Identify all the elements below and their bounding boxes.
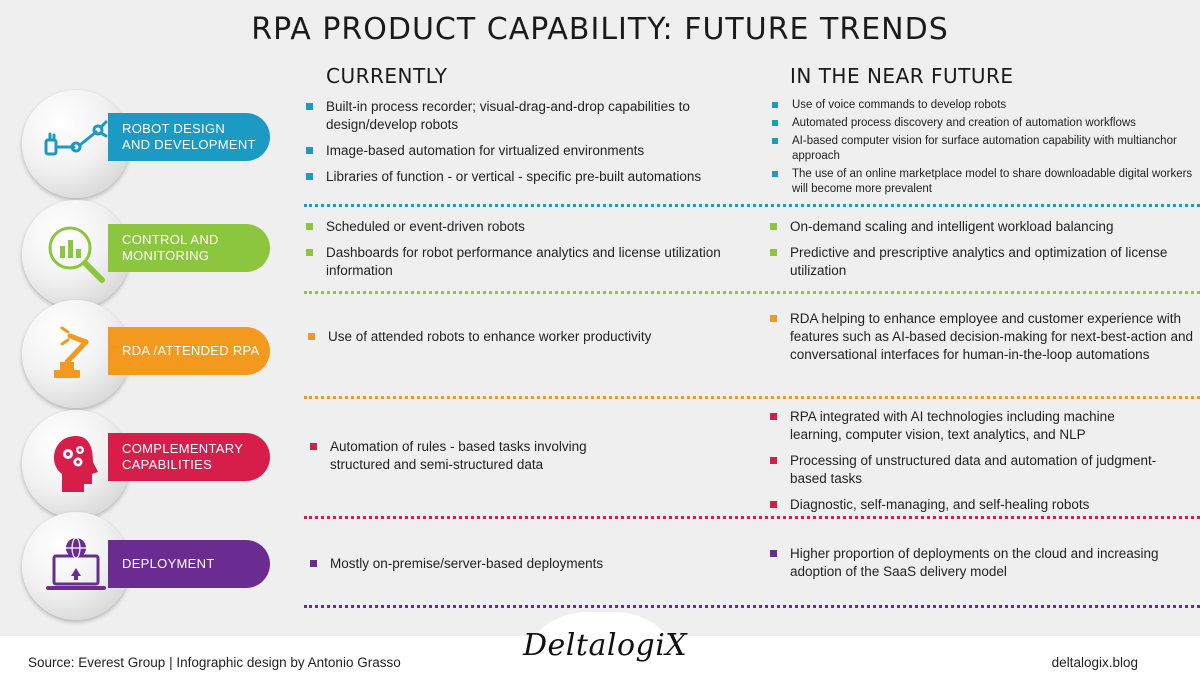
bullet-text: Use of attended robots to enhance worker… [328,329,652,344]
list-item: Scheduled or event-driven robots [302,218,762,236]
list-item: Automation of rules - based tasks involv… [306,438,636,474]
divider [304,605,1200,608]
bullet-text: Built-in process recorder; visual-drag-a… [326,99,690,132]
current-list-control: Scheduled or event-driven robots Dashboa… [302,218,762,288]
list-item: Automated process discovery and creation… [768,116,1198,131]
category-label-text: CONTROL AND MONITORING [122,232,219,263]
divider [304,516,1200,519]
category-label-control: CONTROL AND MONITORING [108,224,270,272]
list-item: Mostly on-premise/server-based deploymen… [306,555,706,573]
bullet-text: Dashboards for robot performance analyti… [326,245,721,278]
divider [304,396,1200,399]
bullet-text: Automated process discovery and creation… [792,117,1136,129]
divider [304,291,1200,294]
future-list-control: On-demand scaling and intelligent worklo… [766,218,1176,288]
category-label-deployment: DEPLOYMENT [108,540,270,588]
list-item: Predictive and prescriptive analytics an… [766,244,1176,280]
bullet-text: Automation of rules - based tasks involv… [330,439,587,472]
bullet-text: Use of voice commands to develop robots [792,99,1007,111]
category-label-text: RDA /ATTENDED RPA [122,343,260,358]
category-label-text: ROBOT DESIGN AND DEVELOPMENT [122,121,256,152]
chart-magnifier-icon [22,200,130,308]
current-list-robot-design: Built-in process recorder; visual-drag-a… [302,98,762,194]
bullet-text: RPA integrated with AI technologies incl… [790,409,1115,442]
bullet-text: Processing of unstructured data and auto… [790,453,1157,486]
current-list-deployment: Mostly on-premise/server-based deploymen… [306,555,706,581]
list-item: Built-in process recorder; visual-drag-a… [302,98,762,134]
category-label-robot-design: ROBOT DESIGN AND DEVELOPMENT [108,113,270,161]
list-item: Image-based automation for virtualized e… [302,142,762,160]
list-item: Use of voice commands to develop robots [768,98,1198,113]
current-list-rda: Use of attended robots to enhance worker… [304,328,764,354]
page-title: RPA PRODUCT CAPABILITY: FUTURE TRENDS [251,12,949,47]
bullet-text: RDA helping to enhance employee and cust… [790,311,1193,362]
list-item: RPA integrated with AI technologies incl… [766,408,1166,444]
list-item: Libraries of function - or vertical - sp… [302,168,762,186]
bullet-text: On-demand scaling and intelligent worklo… [790,219,1114,234]
bullet-text: Diagnostic, self-managing, and self-heal… [790,497,1090,512]
divider [304,204,1200,207]
future-list-deployment: Higher proportion of deployments on the … [766,545,1166,589]
future-list-complementary: RPA integrated with AI technologies incl… [766,408,1166,522]
list-item: Higher proportion of deployments on the … [766,545,1166,581]
bullet-text: Higher proportion of deployments on the … [790,546,1159,579]
future-list-rda: RDA helping to enhance employee and cust… [766,310,1198,372]
list-item: Processing of unstructured data and auto… [766,452,1166,488]
column-heading-currently: CURRENTLY [326,64,448,88]
list-item: On-demand scaling and intelligent worklo… [766,218,1176,236]
list-item: Dashboards for robot performance analyti… [302,244,762,280]
bullet-text: Mostly on-premise/server-based deploymen… [330,556,604,571]
deltalogix-logo: DeltalogiX [523,628,688,663]
list-item: AI-based computer vision for surface aut… [768,134,1198,164]
list-item: Use of attended robots to enhance worker… [304,328,764,346]
future-list-robot-design: Use of voice commands to develop robots … [768,98,1198,200]
category-label-text: COMPLEMENTARY CAPABILITIES [122,441,244,472]
list-item: RDA helping to enhance employee and cust… [766,310,1198,364]
bullet-text: Predictive and prescriptive analytics an… [790,245,1168,278]
category-label-text: DEPLOYMENT [122,556,215,571]
bullet-text: Libraries of function - or vertical - sp… [326,169,702,184]
list-item: The use of an online marketplace model t… [768,167,1198,197]
bullet-text: Scheduled or event-driven robots [326,219,525,234]
category-label-rda: RDA /ATTENDED RPA [108,327,270,375]
bullet-text: Image-based automation for virtualized e… [326,143,645,158]
bullet-text: The use of an online marketplace model t… [792,168,1193,195]
blog-link[interactable]: deltalogix.blog [1051,655,1138,670]
bullet-text: AI-based computer vision for surface aut… [792,135,1177,162]
list-item: Diagnostic, self-managing, and self-heal… [766,496,1166,514]
source-credit: Source: Everest Group | Infographic desi… [28,655,401,670]
category-label-complementary: COMPLEMENTARY CAPABILITIES [108,433,270,481]
current-list-complementary: Automation of rules - based tasks involv… [306,438,636,482]
column-heading-near-future: IN THE NEAR FUTURE [790,64,1014,88]
